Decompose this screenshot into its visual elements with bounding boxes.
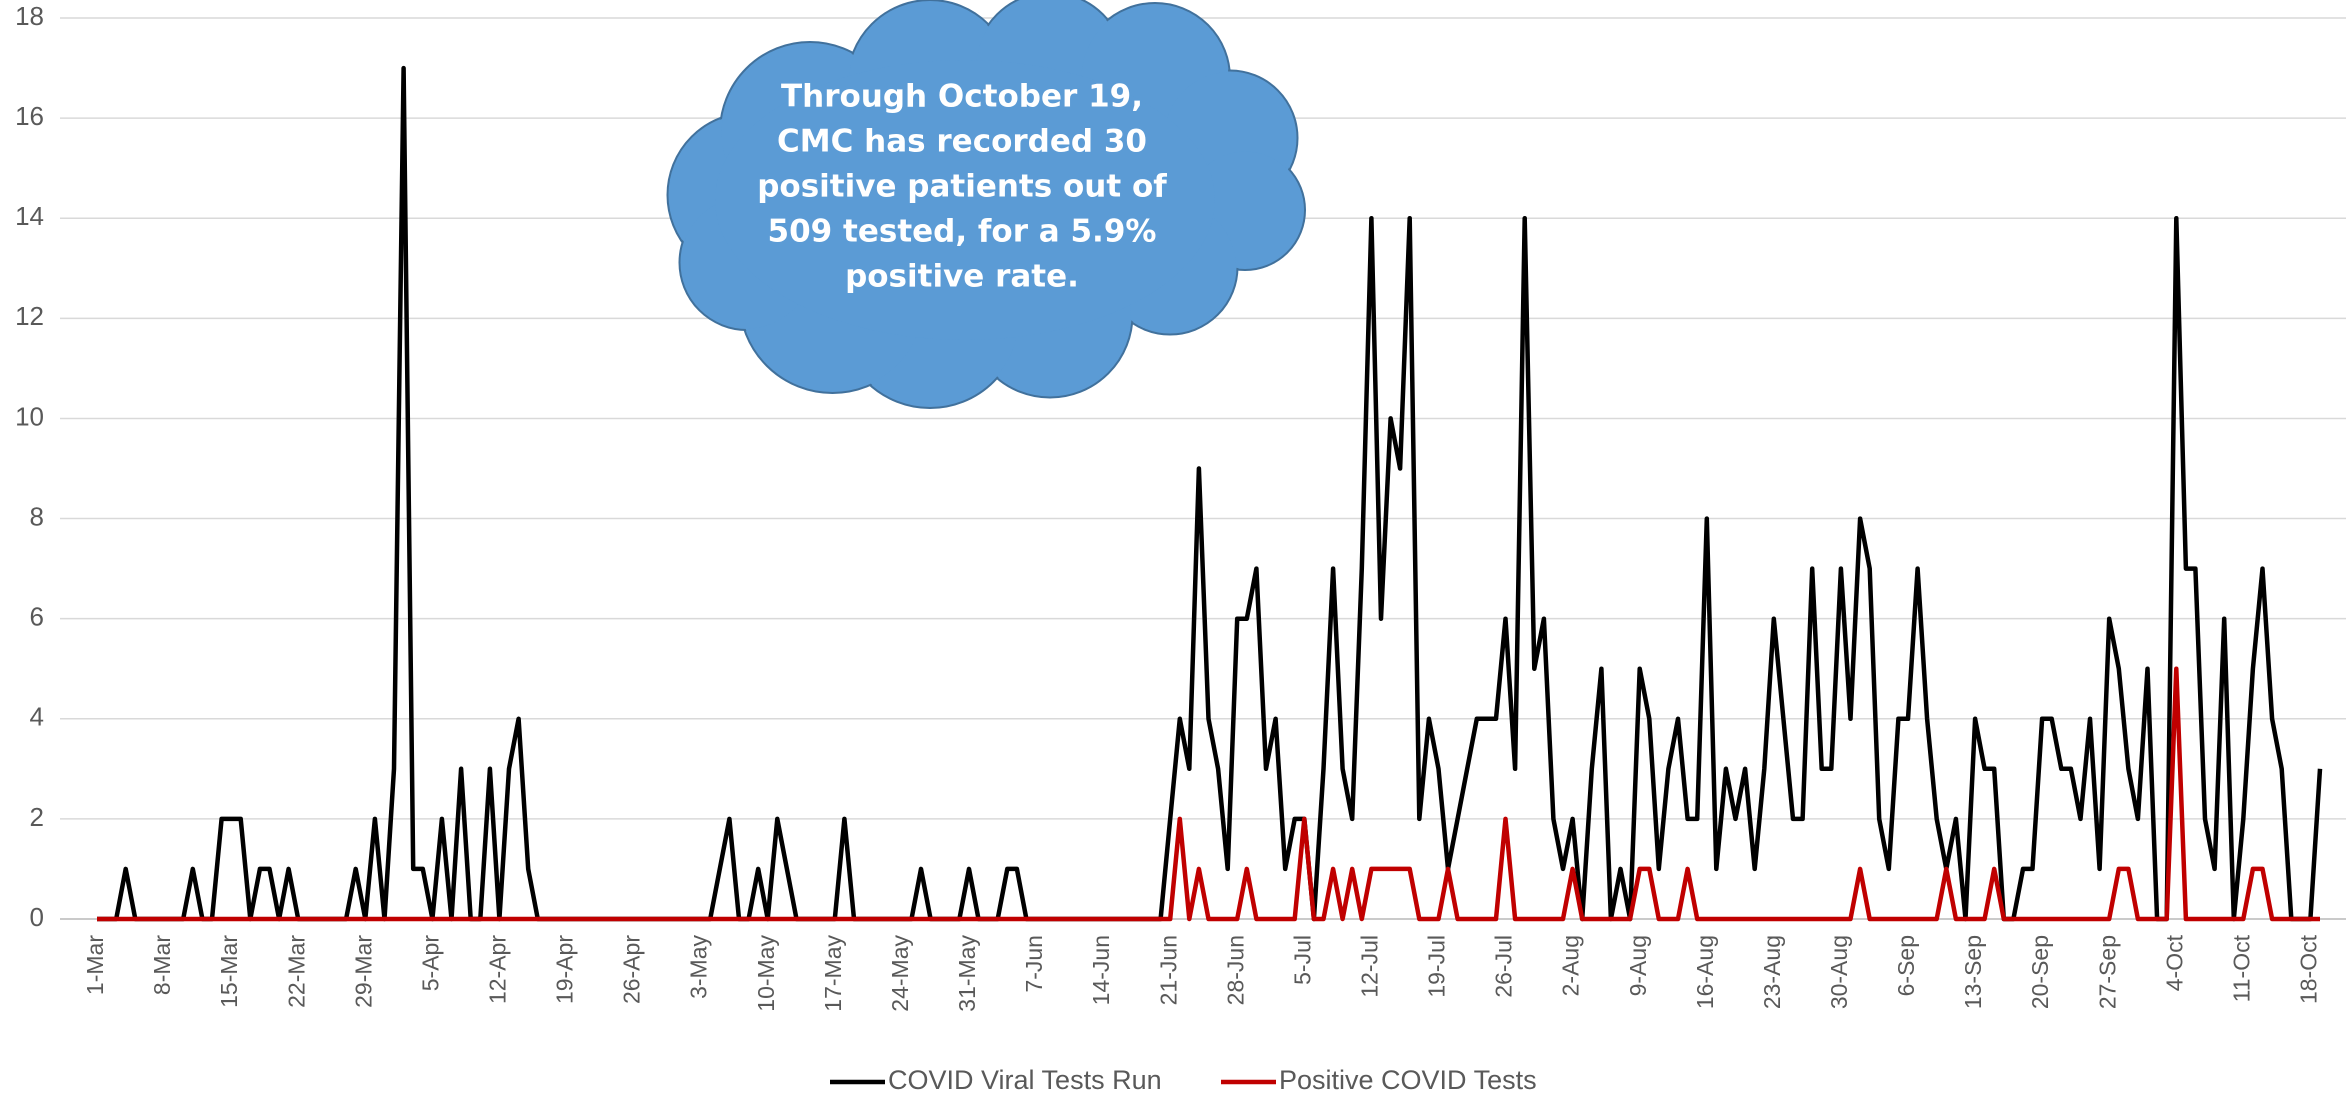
x-tick-label: 6-Sep <box>1893 935 1919 996</box>
x-tick-label: 13-Sep <box>1960 935 1986 1009</box>
x-tick-label: 1-Mar <box>82 935 108 995</box>
y-tick-label: 10 <box>15 401 44 431</box>
x-tick-label: 16-Aug <box>1692 935 1718 1009</box>
y-tick-label: 14 <box>15 201 44 231</box>
y-tick-label: 16 <box>15 101 44 131</box>
x-tick-label: 8-Mar <box>149 935 175 995</box>
annotation-line: CMC has recorded 30 <box>777 124 1147 160</box>
x-tick-label: 17-May <box>820 935 846 1012</box>
y-tick-label: 8 <box>30 501 44 531</box>
annotation-line: Through October 19, <box>781 79 1143 115</box>
annotation-line: positive patients out of <box>757 169 1167 205</box>
x-tick-label: 3-May <box>686 935 712 999</box>
annotation-line: positive rate. <box>845 259 1079 295</box>
legend-label: COVID Viral Tests Run <box>888 1065 1162 1095</box>
x-tick-label: 5-Apr <box>417 935 443 992</box>
x-tick-label: 22-Mar <box>283 935 309 1008</box>
x-tick-label: 14-Jun <box>1088 935 1114 1005</box>
x-tick-label: 9-Aug <box>1625 935 1651 996</box>
x-tick-label: 31-May <box>954 935 980 1012</box>
x-tick-label: 26-Jul <box>1491 935 1517 998</box>
y-tick-label: 12 <box>15 301 44 331</box>
x-tick-label: 29-Mar <box>350 935 376 1008</box>
x-tick-label: 5-Jul <box>1289 935 1315 985</box>
x-tick-label: 2-Aug <box>1558 935 1584 996</box>
x-tick-label: 4-Oct <box>2161 934 2187 991</box>
legend-label: Positive COVID Tests <box>1279 1065 1537 1095</box>
x-tick-label: 24-May <box>887 935 913 1012</box>
x-tick-label: 10-May <box>753 935 779 1012</box>
chart: 0 2 4 6 8 10 12 14 16 18 1-Mar 8-Mar 15-Mar 22-Mar 29-… <box>0 0 2351 1098</box>
y-tick-label: 18 <box>15 1 44 31</box>
x-tick-label: 30-Aug <box>1826 935 1852 1009</box>
x-tick-label: 15-Mar <box>216 935 242 1008</box>
x-tick-label: 27-Sep <box>2094 935 2120 1009</box>
x-tick-label: 26-Apr <box>619 935 645 1004</box>
x-tick-label: 23-Aug <box>1759 935 1785 1009</box>
x-tick-label: 19-Jul <box>1424 935 1450 998</box>
x-tick-label: 12-Jul <box>1356 935 1382 998</box>
y-tick-label: 6 <box>30 602 44 632</box>
y-tick-label: 2 <box>30 802 44 832</box>
y-tick-label: 0 <box>30 902 44 932</box>
x-tick-label: 20-Sep <box>2027 935 2053 1009</box>
x-tick-label: 18-Oct <box>2295 934 2321 1004</box>
x-tick-label: 28-Jun <box>1222 935 1248 1005</box>
annotation-line: 509 tested, for a 5.9% <box>768 214 1157 250</box>
x-tick-label: 11-Oct <box>2228 934 2254 1002</box>
x-tick-label: 21-Jun <box>1155 935 1181 1005</box>
callout-cloud: Through October 19, CMC has recorded 30 po… <box>668 0 1306 408</box>
x-tick-label: 19-Apr <box>552 935 578 1004</box>
x-tick-label: 12-Apr <box>485 935 511 1004</box>
x-tick-label: 7-Jun <box>1021 935 1047 993</box>
y-tick-label: 4 <box>30 702 44 732</box>
